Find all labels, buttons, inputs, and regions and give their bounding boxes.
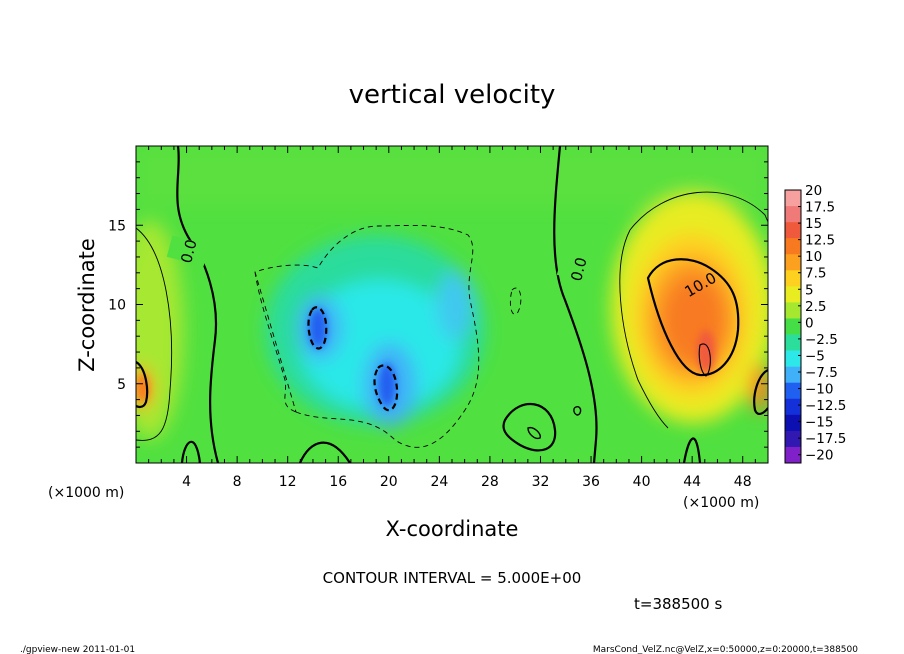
colorbar-label: 0 (805, 315, 814, 331)
x-axis-label: X-coordinate (386, 517, 519, 541)
contour-5-right-top (629, 191, 768, 231)
contour-minus5-small (509, 287, 522, 315)
colorbar: 2017.51512.5107.552.50−2.5−5−7.5−10−12.5… (784, 183, 846, 464)
x-unit-label: (×1000 m) (683, 495, 759, 511)
colorbar-frame (784, 189, 802, 464)
contour-10-right (646, 258, 740, 377)
colorbar-label: −20 (805, 448, 834, 464)
y-tick-label: 15 (108, 218, 126, 234)
contour-10-right-edge (753, 369, 768, 416)
contour-lines (136, 146, 768, 463)
x-tick-label: 40 (633, 474, 651, 490)
y-axis: 5 10 15 (108, 161, 768, 448)
colorbar-label: 15 (805, 216, 822, 232)
contour-label-zero-right: 0.0 (567, 255, 591, 283)
colorbar-label: 17.5 (805, 200, 835, 216)
contour-zero-bubble (502, 402, 557, 452)
colorbar-label: −15 (805, 415, 834, 431)
colorbar-segment (785, 222, 801, 239)
y-axis-label: Z-coordinate (75, 238, 99, 372)
colorbar-segment (785, 430, 801, 448)
y-unit-label: (×1000 m) (48, 485, 124, 501)
colorbar-segment (785, 190, 801, 207)
colorbar-label: −2.5 (805, 332, 838, 348)
contour-minus10-b (373, 364, 399, 412)
x-tick-label: 8 (233, 474, 242, 490)
velocity-field (136, 146, 768, 463)
contour-small-loop-2 (573, 406, 582, 416)
colorbar-segment (785, 270, 801, 287)
colorbar-label: 5 (805, 282, 814, 298)
contour-minus5 (254, 224, 480, 448)
colorbar-label: 10 (805, 249, 822, 265)
colorbar-label: 20 (805, 183, 822, 199)
footer-right: MarsCond_VelZ.nc@VelZ,x=0:50000,z=0:2000… (593, 645, 858, 654)
colorbar-segment (785, 414, 801, 432)
x-tick-label: 20 (380, 474, 398, 490)
colorbar-label: −7.5 (805, 365, 838, 381)
contour-5-left (136, 227, 172, 441)
colorbar-segment (785, 254, 801, 271)
colorbar-label: 7.5 (805, 266, 826, 282)
x-tick-label: 48 (734, 474, 752, 490)
contour-zero-right (553, 146, 598, 463)
contour-10-left (136, 361, 149, 409)
x-tick-label: 12 (279, 474, 297, 490)
colorbar-segment (785, 238, 801, 255)
y-tick-label: 5 (117, 377, 126, 393)
field-min-a (309, 308, 327, 348)
colorbar-label: 2.5 (805, 299, 826, 315)
contour-15-right (698, 343, 711, 377)
x-tick-label: 4 (182, 474, 191, 490)
contour-small-loop (527, 426, 541, 440)
colorbar-label: −17.5 (805, 431, 846, 447)
colorbar-segment (785, 366, 801, 384)
colorbar-segment (785, 446, 801, 464)
footer-left: ./gpview-new 2011-01-01 (20, 645, 135, 654)
chart-title: vertical velocity (349, 80, 556, 110)
y-tick-label: 10 (108, 298, 126, 314)
time-text: t=388500 s (634, 595, 722, 613)
colorbar-segment (785, 318, 801, 335)
colorbar-label: −5 (805, 348, 825, 364)
x-tick-label: 24 (430, 474, 448, 490)
colorbar-segment (785, 206, 801, 223)
colorbar-label: −12.5 (805, 398, 846, 414)
x-tick-label: 32 (532, 474, 550, 490)
contour-zero-bottom-a (180, 440, 202, 463)
colorbar-segment (785, 350, 801, 367)
contour-zero-bottom-c (682, 437, 702, 463)
colorbar-segment (785, 334, 801, 351)
contour-zero-bottom-b (298, 441, 351, 463)
field-min-b (378, 363, 396, 407)
colorbar-label: 12.5 (805, 233, 835, 249)
field-downdraft-mid (300, 280, 460, 410)
colorbar-segment (785, 302, 801, 319)
x-tick-label: 36 (582, 474, 600, 490)
colorbar-segment (785, 286, 801, 303)
x-tick-label: 28 (481, 474, 499, 490)
contour-minus10-a (307, 306, 328, 350)
colorbar-segment (785, 382, 801, 400)
colorbar-label: −10 (805, 382, 834, 398)
colorbar-segment (785, 398, 801, 416)
contour-zero-left (176, 146, 220, 463)
field-downdraft-side (437, 270, 473, 340)
x-axis: 4 8 12 16 20 24 28 32 36 40 44 48 (148, 146, 756, 490)
x-tick-label: 44 (683, 474, 701, 490)
contour-interval-text: CONTOUR INTERVAL = 5.000E+00 (323, 569, 582, 587)
contour-label-zero-left: 0.0 (177, 237, 201, 265)
contour-5-right-side (619, 229, 669, 429)
x-tick-label: 16 (329, 474, 347, 490)
